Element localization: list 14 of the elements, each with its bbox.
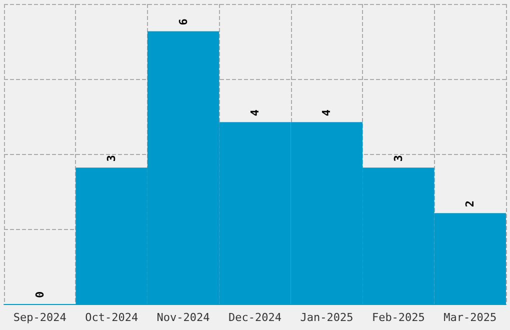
data-label: 6 (176, 18, 190, 26)
data-label: 2 (464, 200, 477, 208)
x-tick-label: Sep-2024 (13, 311, 67, 324)
data-label: 3 (105, 155, 118, 162)
data-label: 3 (392, 155, 405, 162)
data-label: 4 (248, 109, 262, 116)
x-tick-label: Mar-2025 (444, 311, 497, 324)
x-tick-label: Oct-2024 (85, 311, 138, 324)
data-label: 0 (33, 291, 46, 298)
x-tick-label: Feb-2025 (372, 311, 425, 324)
data-label: 4 (320, 109, 334, 116)
x-tick-label: Dec-2024 (228, 311, 282, 324)
x-tick-label: Jan-2025 (300, 311, 354, 324)
x-tick-label: Nov-2024 (156, 311, 210, 324)
